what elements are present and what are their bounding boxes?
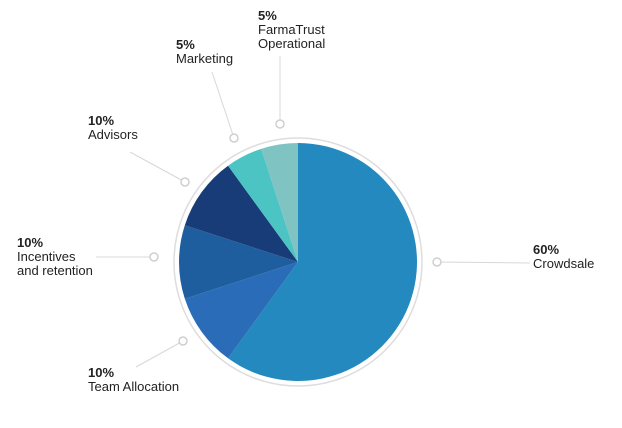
- percent-label: 10%: [17, 235, 44, 250]
- category-label: Marketing: [176, 51, 234, 66]
- outer-ring: [173, 137, 423, 387]
- pie-slice: [184, 165, 298, 262]
- percent-label: 5%: [176, 37, 195, 52]
- category-label: FarmaTrust Operational: [258, 22, 326, 51]
- percent-label: 10%: [88, 365, 115, 380]
- pie-slice: [184, 262, 298, 359]
- leader-line: [436, 261, 531, 264]
- leader-marker: [180, 177, 190, 187]
- pie-slice: [261, 143, 298, 262]
- category-label: Team Allocation: [88, 379, 180, 394]
- category-label: Crowdsale: [533, 256, 595, 271]
- slice-label: 10% Incentives and retention: [17, 236, 93, 278]
- category-label: Advisors: [88, 127, 138, 142]
- leader-marker: [275, 119, 285, 129]
- leader-marker: [229, 133, 239, 143]
- leader-marker: [149, 252, 159, 262]
- percent-label: 5%: [258, 8, 277, 23]
- leader-line: [135, 340, 184, 368]
- leader-marker: [432, 257, 442, 267]
- pie-slice: [228, 148, 298, 262]
- slice-label: 10% Advisors: [88, 114, 138, 142]
- percent-label: 60%: [533, 242, 560, 257]
- leader-line: [211, 71, 235, 139]
- slice-label: 60% Crowdsale: [533, 243, 594, 271]
- leader-line: [129, 151, 186, 183]
- slice-label: 10% Team Allocation: [88, 366, 179, 394]
- category-label: Incentives and retention: [17, 249, 93, 278]
- pie-slice: [228, 143, 418, 382]
- slice-label: 5% FarmaTrust Operational: [258, 9, 325, 51]
- percent-label: 10%: [88, 113, 115, 128]
- leader-marker: [178, 336, 188, 346]
- slice-label: 5% Marketing: [176, 38, 233, 66]
- pie-slice: [179, 225, 298, 299]
